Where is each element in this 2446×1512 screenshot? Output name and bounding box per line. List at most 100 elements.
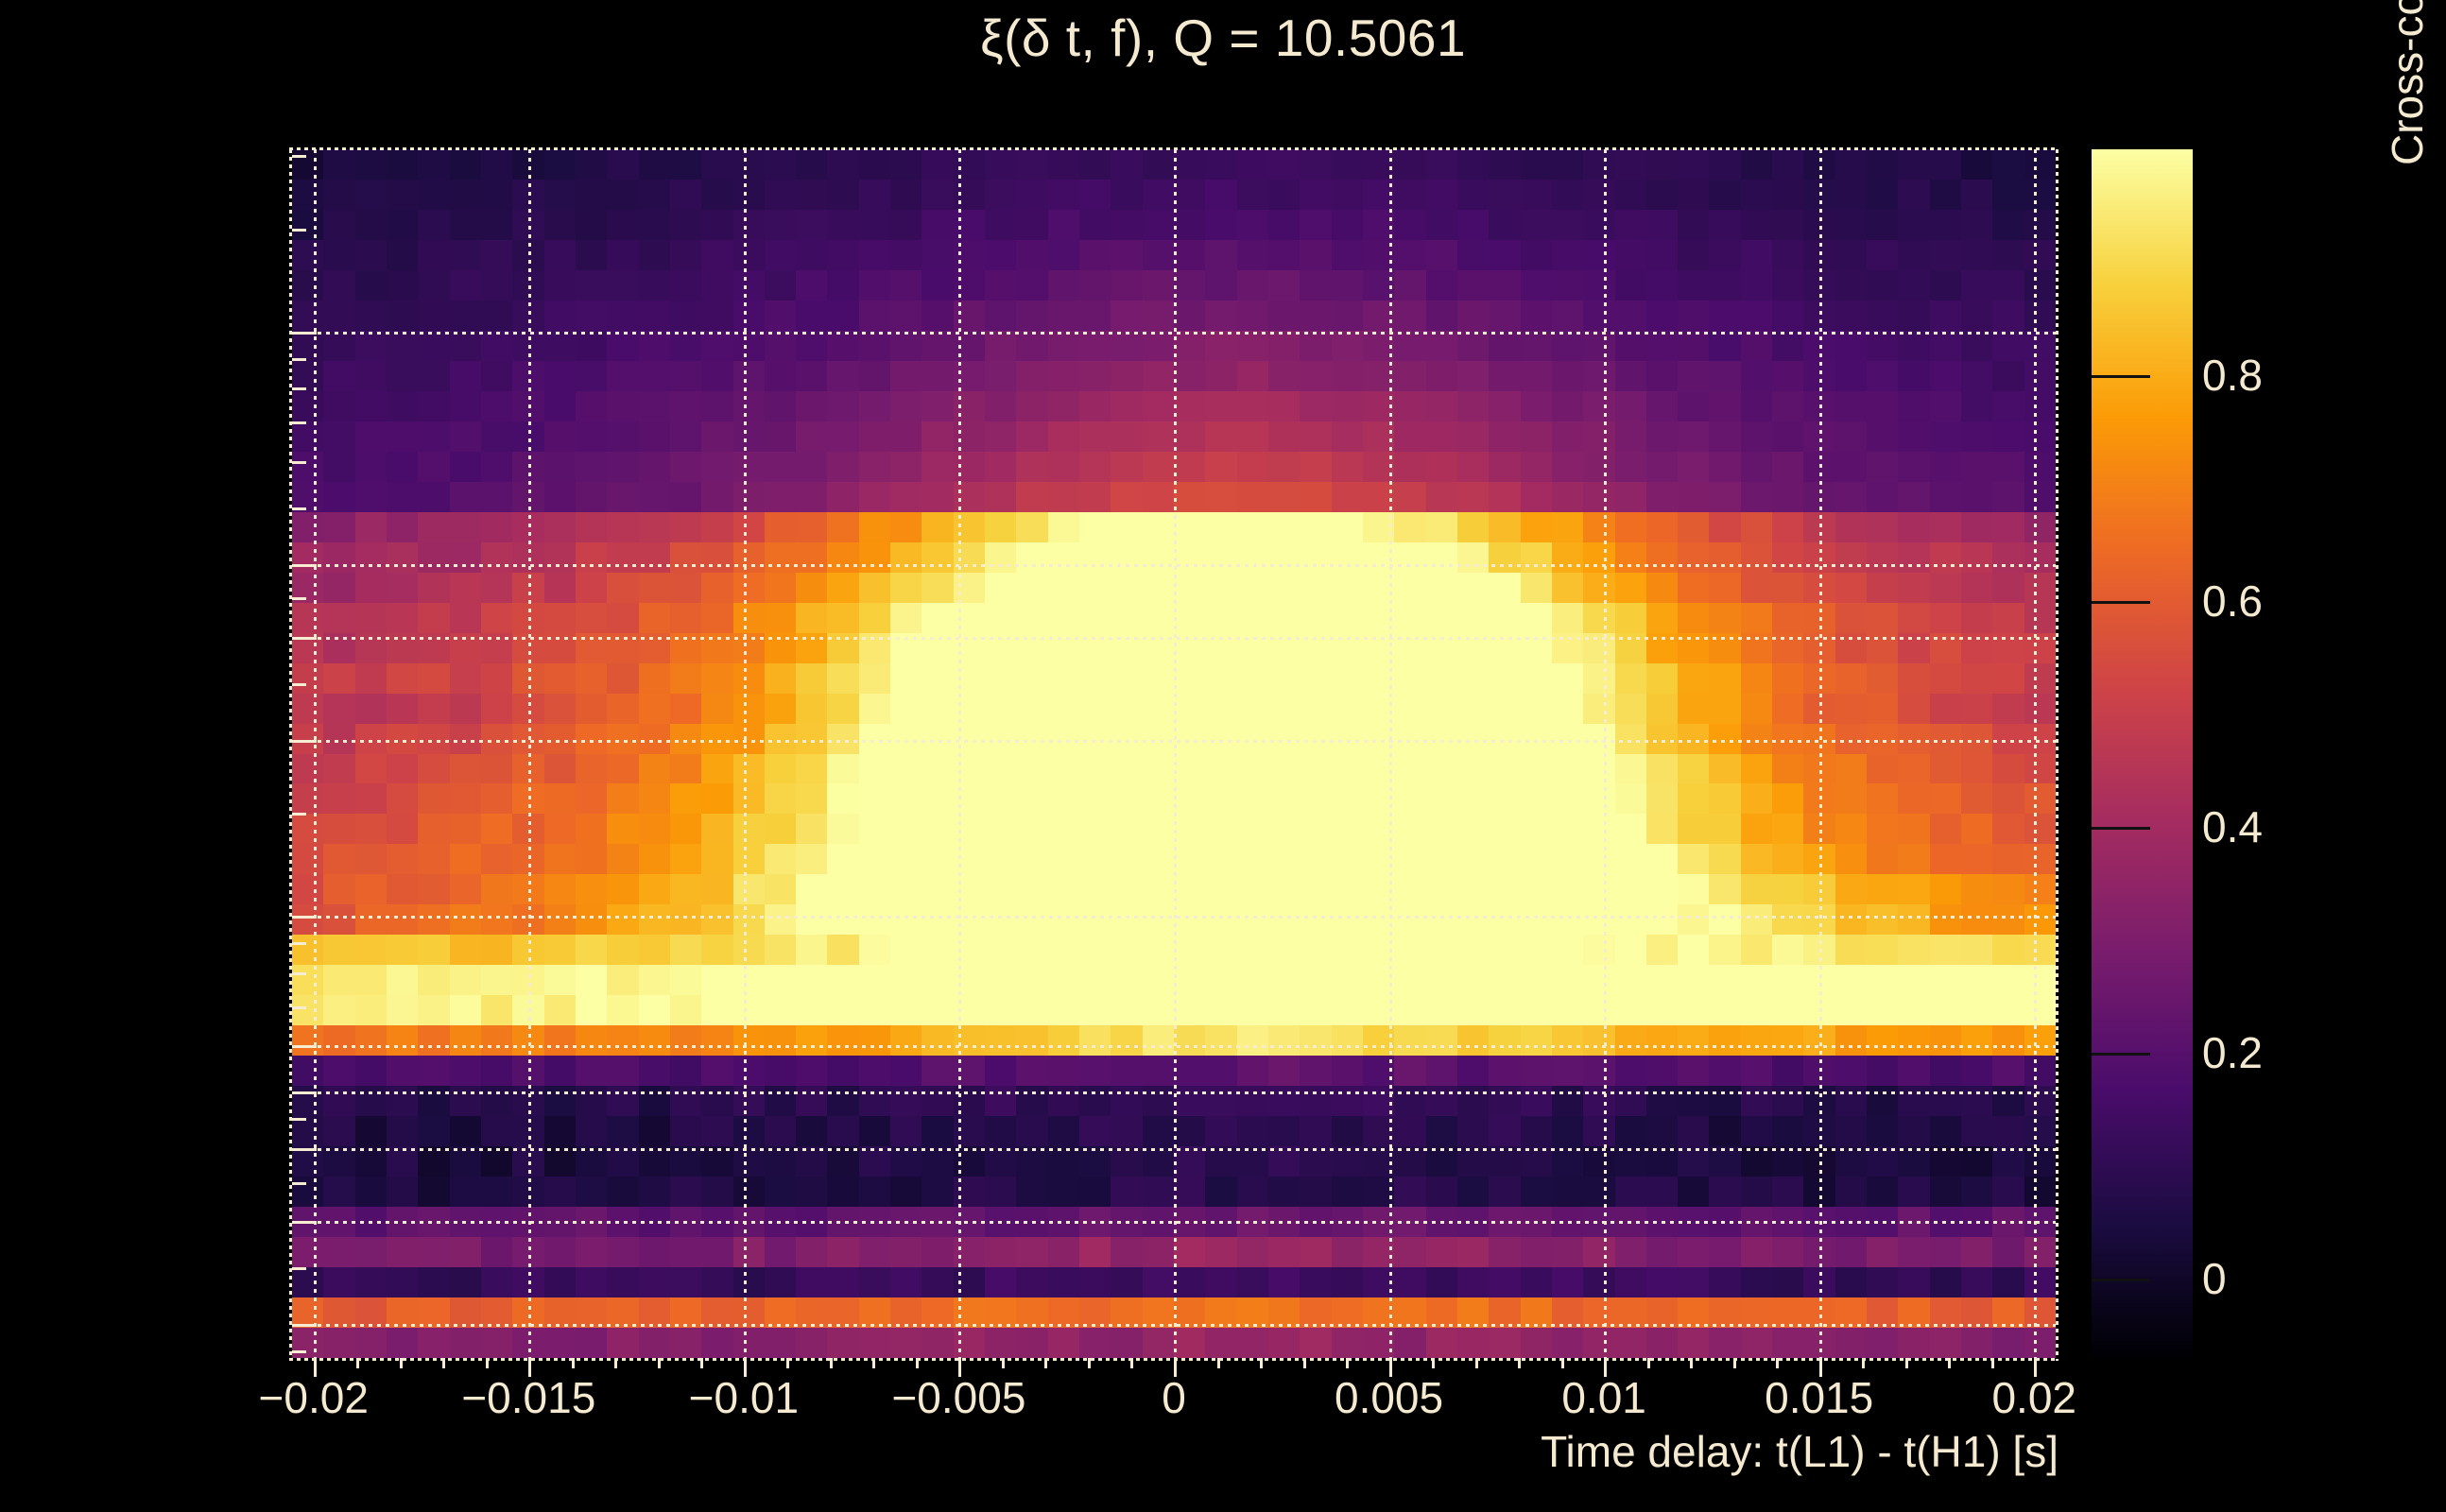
colorbar-gradient bbox=[2092, 149, 2193, 1358]
y-axis-minor-tick bbox=[292, 971, 306, 975]
x-axis-minor-tick bbox=[1948, 1358, 1952, 1368]
gridline-v bbox=[313, 149, 317, 1358]
x-axis-minor-tick bbox=[786, 1358, 790, 1368]
gridline-v bbox=[1604, 149, 1608, 1358]
colorbar-tick-label: 0.8 bbox=[2202, 351, 2263, 401]
x-axis-minor-tick bbox=[1130, 1358, 1134, 1368]
y-axis-tick bbox=[292, 1324, 317, 1328]
x-axis-minor-tick bbox=[1732, 1358, 1736, 1368]
x-axis-minor-tick bbox=[1302, 1358, 1306, 1368]
x-axis-minor-tick bbox=[1518, 1358, 1522, 1368]
x-axis-minor-tick bbox=[1216, 1358, 1220, 1368]
x-axis-minor-tick bbox=[958, 1358, 962, 1368]
y-axis-minor-tick bbox=[292, 228, 306, 232]
x-axis-tick-label: −0.015 bbox=[461, 1373, 596, 1422]
gridline-v bbox=[1174, 149, 1177, 1358]
page-title: ξ(δ t, f), Q = 10.5061 bbox=[979, 9, 1467, 67]
x-axis-minor-tick bbox=[614, 1358, 618, 1368]
y-axis-minor-tick bbox=[292, 597, 306, 601]
x-axis-minor-tick bbox=[1560, 1358, 1564, 1368]
heatmap-plot-area bbox=[292, 149, 2056, 1358]
x-axis-minor-tick bbox=[1990, 1358, 1994, 1368]
x-axis-tick-label: −0.01 bbox=[688, 1373, 800, 1422]
x-axis-minor-tick bbox=[1001, 1358, 1005, 1368]
colorbar-tick bbox=[2092, 601, 2150, 605]
y-axis-minor-tick bbox=[292, 1350, 306, 1354]
gridline-v bbox=[1818, 149, 1822, 1358]
x-axis-minor-tick bbox=[442, 1358, 446, 1368]
x-axis-tick-label: 0.02 bbox=[1991, 1373, 2076, 1422]
x-axis-minor-tick bbox=[528, 1358, 532, 1368]
heatmap-cells bbox=[292, 149, 2056, 1358]
colorbar-tick bbox=[2092, 1279, 2150, 1282]
colorbar bbox=[2092, 149, 2193, 1358]
axis-spine-top bbox=[289, 147, 2058, 150]
gridline-v bbox=[528, 149, 532, 1358]
x-axis-tick-label: 0.005 bbox=[1334, 1373, 1444, 1422]
y-axis-tick bbox=[292, 1045, 317, 1049]
x-axis-minor-tick bbox=[1044, 1358, 1048, 1368]
y-axis-minor-tick bbox=[292, 1118, 306, 1122]
x-axis-minor-tick bbox=[1260, 1358, 1264, 1368]
x-axis-minor-tick bbox=[700, 1358, 704, 1368]
y-axis-minor-tick bbox=[292, 1181, 306, 1185]
x-axis-minor-tick bbox=[1174, 1358, 1177, 1368]
x-axis-minor-tick bbox=[829, 1358, 833, 1368]
x-axis-minor-tick bbox=[1087, 1358, 1091, 1368]
y-axis-tick bbox=[292, 1147, 317, 1151]
x-axis-tick-label: 0.015 bbox=[1765, 1373, 1874, 1422]
colorbar-title: Cross-correlation ξ bbox=[2382, 0, 2433, 165]
x-axis-minor-tick bbox=[1818, 1358, 1822, 1368]
x-axis-minor-tick bbox=[1474, 1358, 1478, 1368]
x-axis-minor-tick bbox=[485, 1358, 489, 1368]
x-axis-title: Time delay: t(L1) - t(H1) [s] bbox=[1541, 1427, 2058, 1476]
x-axis-minor-tick bbox=[1388, 1358, 1392, 1368]
colorbar-tick-label: 0 bbox=[2202, 1254, 2227, 1304]
x-axis-minor-tick bbox=[657, 1358, 661, 1368]
x-axis-minor-tick bbox=[1690, 1358, 1694, 1368]
y-axis-minor-tick bbox=[292, 682, 306, 686]
x-axis-minor-tick bbox=[1604, 1358, 1608, 1368]
colorbar-tick-label: 0.2 bbox=[2202, 1028, 2263, 1078]
x-axis-minor-tick bbox=[872, 1358, 876, 1368]
x-axis-minor-tick bbox=[1776, 1358, 1780, 1368]
gridline-v bbox=[2034, 149, 2038, 1358]
x-axis-minor-tick bbox=[399, 1358, 403, 1368]
y-axis-minor-tick bbox=[292, 460, 306, 464]
colorbar-tick bbox=[2092, 1053, 2150, 1057]
x-axis-minor-tick bbox=[743, 1358, 747, 1368]
x-axis-tick-label: −0.02 bbox=[258, 1373, 369, 1422]
x-axis-minor-tick bbox=[1862, 1358, 1866, 1368]
y-axis-tick bbox=[292, 636, 317, 640]
x-axis-tick-label: −0.005 bbox=[891, 1373, 1026, 1422]
y-axis-tick bbox=[292, 1091, 317, 1095]
axis-spine-right bbox=[2056, 149, 2058, 1361]
x-axis-minor-tick bbox=[356, 1358, 360, 1368]
y-axis-tick bbox=[292, 331, 317, 335]
colorbar-tick bbox=[2092, 375, 2150, 379]
colorbar-tick-label: 0.6 bbox=[2202, 576, 2263, 627]
x-axis-minor-tick bbox=[1904, 1358, 1908, 1368]
x-axis-minor-tick bbox=[1646, 1358, 1650, 1368]
gridline-v bbox=[743, 149, 747, 1358]
x-axis-minor-tick bbox=[2034, 1358, 2038, 1368]
y-axis-minor-tick bbox=[292, 387, 306, 391]
y-axis-tick bbox=[292, 739, 317, 743]
gridline-v bbox=[958, 149, 962, 1358]
y-axis-tick bbox=[292, 563, 317, 567]
x-axis-minor-tick bbox=[915, 1358, 919, 1368]
y-axis-tick bbox=[292, 915, 317, 919]
y-axis-minor-tick bbox=[292, 507, 306, 510]
y-axis-minor-tick bbox=[292, 1005, 306, 1009]
y-axis-minor-tick bbox=[292, 942, 306, 946]
y-axis-minor-tick bbox=[292, 421, 306, 425]
x-axis-tick-label: 0 bbox=[1162, 1373, 1186, 1422]
x-axis-minor-tick bbox=[313, 1358, 317, 1368]
y-axis-minor-tick bbox=[292, 357, 306, 361]
gridline-v bbox=[1388, 149, 1392, 1358]
y-axis-tick bbox=[292, 1221, 317, 1225]
y-axis-minor-tick bbox=[292, 813, 306, 816]
colorbar-tick bbox=[2092, 827, 2150, 831]
y-axis-minor-tick bbox=[292, 155, 306, 159]
